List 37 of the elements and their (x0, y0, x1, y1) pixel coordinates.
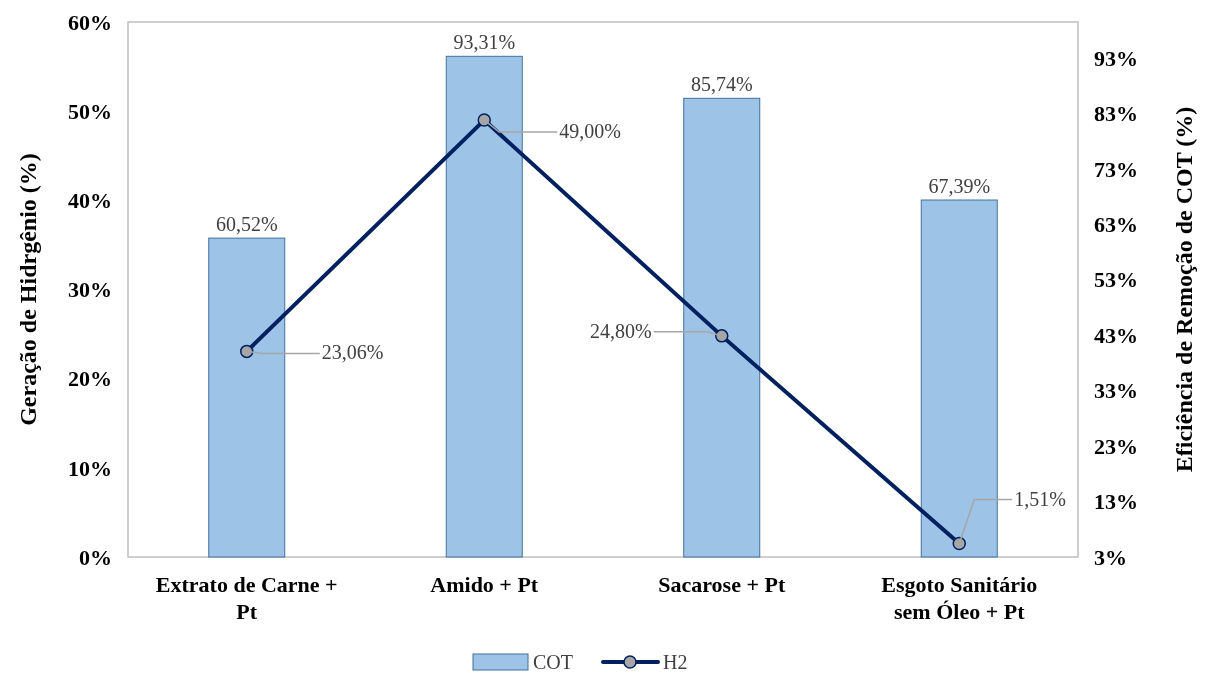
x-tick-label: Extrato de Carne + Pt (155, 572, 338, 624)
y-tick-label: 30% (68, 277, 112, 303)
data-label: 67,39% (928, 175, 991, 198)
point (240, 344, 254, 359)
y2-tick-label: 93% (1094, 45, 1138, 71)
data-label: 23,06% (321, 341, 384, 364)
y-tick-label: 60% (68, 9, 112, 35)
data-label: 1,51% (1014, 487, 1066, 510)
x-tick-label: Esgoto Sanitário sem Óleo + Pt (881, 572, 1038, 624)
y-tick-label: 0% (79, 544, 112, 570)
y-tick-label: 10% (68, 455, 112, 481)
data-label: 60,52% (215, 213, 278, 236)
y2-tick-label: 33% (1094, 378, 1138, 404)
x-tick-label: Amido + Pt (430, 572, 539, 597)
y2-tick-label: 43% (1094, 322, 1138, 348)
y2-tick-label: 23% (1094, 433, 1138, 459)
point (715, 329, 729, 343)
y-tick-label: 40% (68, 188, 112, 214)
y2-tick-label: 73% (1094, 156, 1138, 182)
data-label: 49,00% (559, 120, 621, 143)
point (952, 536, 966, 551)
x-tick-label: Sacarose + Pt (658, 572, 786, 597)
y2-tick-label: 53% (1094, 267, 1138, 293)
y2-tick-label: 83% (1094, 101, 1138, 127)
point (477, 113, 491, 127)
y-axis-title: Geração de Hidrgênio (%) (15, 153, 41, 426)
y-tick-label: 20% (68, 366, 112, 392)
legend-label: H2 (663, 651, 688, 673)
y-tick-label: 50% (68, 98, 112, 124)
data-label: 24,80% (590, 319, 652, 342)
y2-tick-label: 3% (1094, 544, 1127, 570)
y2-axis-title: Eficiência de Remoção de COT (%) (1171, 106, 1197, 473)
legend-label: COT (533, 651, 573, 673)
data-label: 93,31% (453, 31, 516, 54)
y2-tick-label: 13% (1094, 489, 1138, 515)
data-label: 85,74% (690, 73, 753, 96)
y2-tick-label: 63% (1094, 212, 1138, 238)
